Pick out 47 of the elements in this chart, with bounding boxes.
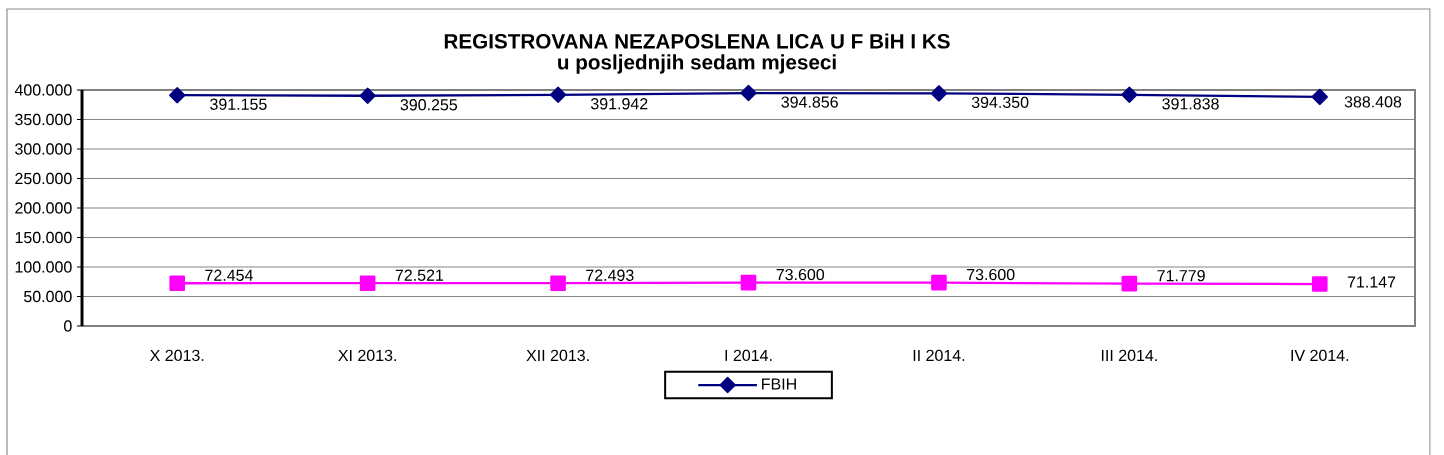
y-tick-label: 250.000 (15, 172, 72, 185)
point (169, 87, 186, 104)
data-label: 390.255 (400, 99, 458, 111)
point (740, 274, 757, 291)
point (931, 274, 947, 291)
point (549, 86, 567, 103)
y-tick-label: 0 (64, 320, 72, 332)
y-tick-label: 350.000 (15, 113, 72, 126)
data-label: 391.155 (210, 98, 267, 110)
point (359, 275, 376, 292)
data-label: 394.350 (971, 96, 1029, 108)
data-label: 72.493 (586, 269, 634, 281)
data-label: 73.600 (967, 268, 1015, 281)
data-label: 388.408 (1344, 96, 1402, 108)
point (1121, 86, 1138, 103)
x-tick-label: X 2013. (150, 349, 204, 362)
x-tick-label: XII 2013. (526, 349, 589, 362)
legend-label: FBIH (762, 378, 796, 390)
point (1311, 276, 1328, 292)
point (740, 84, 757, 102)
point (930, 85, 948, 102)
data-label: 71.147 (1347, 276, 1396, 288)
data-label: 391.838 (1162, 98, 1219, 110)
chart-subtitle: u posljednjih sedam mjeseci (558, 54, 836, 74)
y-tick-label: 400.000 (14, 84, 72, 96)
point (1121, 275, 1138, 292)
data-label: 73.600 (776, 268, 825, 281)
data-label: 394.856 (781, 96, 838, 108)
x-tick-label: XI 2013. (338, 349, 396, 362)
y-tick-label: 50.000 (24, 290, 72, 303)
x-tick-label: I 2014. (725, 349, 772, 362)
point (359, 87, 376, 104)
x-tick-label: III 2014. (1101, 349, 1157, 362)
y-tick-label: 100.000 (15, 261, 72, 273)
data-label: 71.779 (1157, 269, 1205, 282)
point (1311, 88, 1328, 105)
chart-title: REGISTROVANA NEZAPOSLENA LICA U F BiH I KS (444, 33, 950, 49)
y-tick-label: 150.000 (15, 231, 72, 244)
x-tick-label: II 2014. (913, 349, 965, 362)
data-label: 72.521 (395, 269, 444, 281)
point (550, 275, 566, 292)
x-tick-label: IV 2014. (1291, 349, 1349, 362)
point (169, 275, 186, 292)
y-tick-label: 200.000 (15, 202, 72, 214)
data-label: 72.454 (205, 269, 253, 281)
data-label: 391.942 (590, 98, 648, 110)
y-tick-label: 300.000 (15, 143, 72, 155)
